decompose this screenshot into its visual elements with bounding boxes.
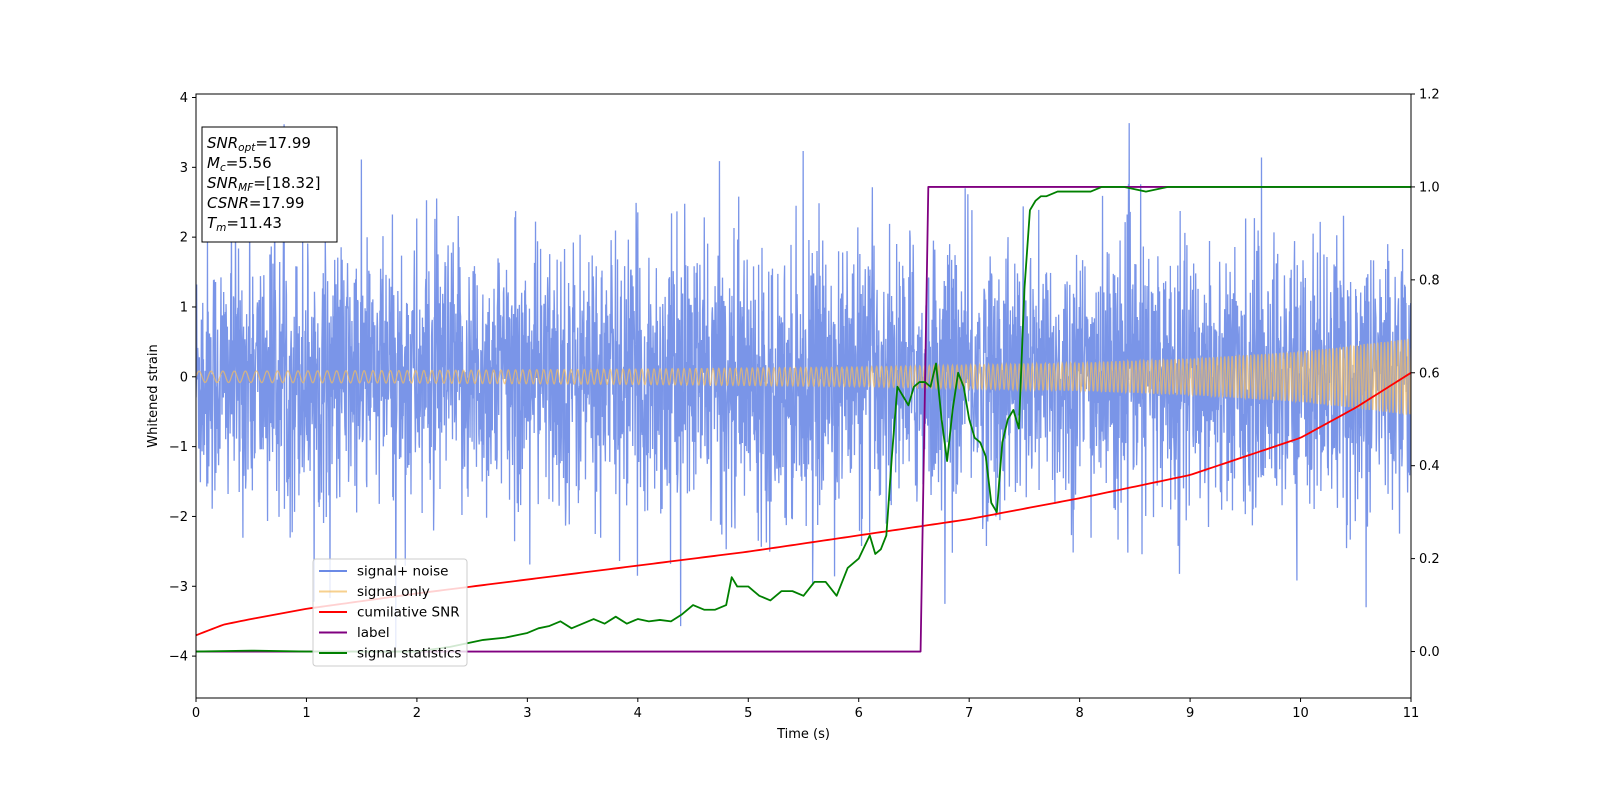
x-tick-label: 5 (744, 706, 752, 721)
series-signal-noise (196, 123, 1411, 648)
y-tick-label: −3 (169, 580, 188, 595)
y2-tick-label: 1.2 (1419, 88, 1440, 103)
legend-label: cumilative SNR (357, 605, 460, 621)
info-box: SNRopt=17.99Mc=5.56SNRMF=[18.32]CSNR=17.… (201, 126, 338, 243)
legend-label: label (357, 625, 390, 641)
legend-label: signal+ noise (357, 564, 448, 580)
x-tick-label: 2 (413, 706, 421, 721)
x-tick-label: 10 (1292, 706, 1309, 721)
y-tick-label: 2 (180, 231, 188, 246)
y2-tick-label: 1.0 (1419, 180, 1440, 195)
series-signal-statistics (196, 186, 1411, 653)
axes-layer: 0 1 2 3 4 5 6 7 8 9 10 1143210−1−2−3−41.21.00.80.60… (169, 88, 1440, 722)
x-axis-label: Time (s) (776, 727, 830, 742)
y-tick-label: −2 (169, 510, 188, 525)
x-tick-label: 4 (634, 706, 642, 721)
x-tick-label: 11 (1403, 706, 1420, 721)
legend: signal+ noise signal only cumilative SNR la… (312, 558, 468, 667)
x-tick-label: 1 (302, 706, 310, 721)
y2-tick-label: 0.4 (1419, 459, 1440, 474)
legend-frame (312, 558, 468, 667)
legend-label: signal only (357, 584, 430, 600)
y-tick-label: −4 (169, 650, 188, 665)
x-tick-label: 7 (965, 706, 973, 721)
y-tick-label: 4 (180, 91, 188, 106)
x-tick-label: 6 (855, 706, 863, 721)
y-tick-label: −1 (169, 440, 188, 455)
x-tick-label: 9 (1186, 706, 1194, 721)
info-row: SNRMF=[18.32] (207, 174, 321, 194)
y2-tick-label: 0.6 (1419, 366, 1440, 381)
info-row: Mc=5.56 (207, 154, 272, 174)
x-tick-label: 3 (523, 706, 531, 721)
y2-tick-label: 0.0 (1419, 645, 1440, 660)
y2-tick-label: 0.2 (1419, 552, 1440, 567)
x-tick-label: 8 (1075, 706, 1083, 721)
y-axis-label: Whitened strain (146, 344, 161, 447)
y-tick-label: 1 (180, 300, 188, 315)
x-tick-label: 0 (192, 706, 200, 721)
plot-frame (195, 93, 1412, 699)
legend-label: signal statistics (357, 646, 461, 662)
y-tick-label: 0 (180, 370, 188, 385)
info-box-frame (201, 126, 338, 243)
info-row: Tm=11.43 (207, 214, 282, 234)
y-tick-label: 3 (180, 161, 188, 176)
y2-tick-label: 0.8 (1419, 273, 1440, 288)
info-row: SNRopt=17.99 (207, 134, 311, 154)
info-row: CSNR=17.99 (207, 194, 304, 212)
series-signal-only (196, 338, 1411, 416)
